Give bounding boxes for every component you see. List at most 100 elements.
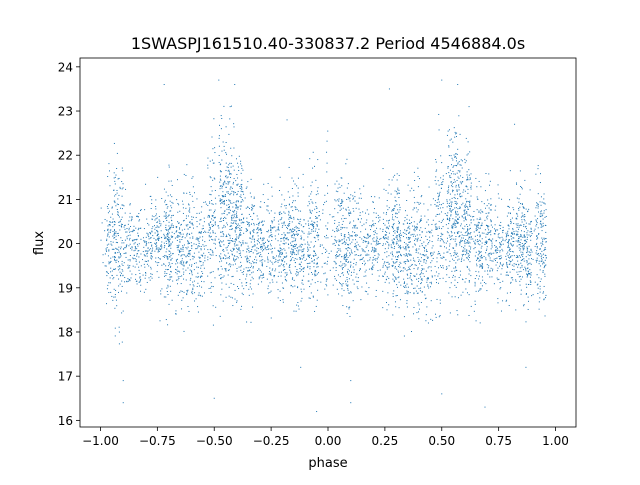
data-point xyxy=(454,279,456,281)
data-point xyxy=(384,281,386,283)
data-point xyxy=(356,241,358,243)
data-point xyxy=(396,284,398,286)
data-point xyxy=(124,212,126,214)
data-point xyxy=(262,237,264,239)
data-point xyxy=(151,244,153,246)
data-point xyxy=(423,268,425,270)
data-point xyxy=(541,201,543,203)
data-point xyxy=(449,220,451,222)
data-point xyxy=(369,259,371,261)
data-point xyxy=(541,215,543,217)
data-point xyxy=(177,221,179,223)
data-point xyxy=(348,198,350,200)
data-point xyxy=(453,154,455,156)
data-point xyxy=(170,276,172,278)
data-point xyxy=(229,237,231,239)
data-point xyxy=(405,248,407,250)
data-point xyxy=(164,236,166,238)
data-point xyxy=(309,286,311,288)
data-point xyxy=(202,239,204,241)
data-point xyxy=(467,230,469,232)
data-point xyxy=(314,237,316,239)
data-point xyxy=(210,271,212,273)
data-point xyxy=(357,219,359,221)
data-point xyxy=(311,201,313,203)
data-point xyxy=(452,208,454,210)
data-point xyxy=(334,240,336,242)
data-point xyxy=(197,294,199,296)
data-point xyxy=(291,217,293,219)
data-point xyxy=(350,264,352,266)
data-point xyxy=(392,224,394,226)
data-point xyxy=(463,247,465,249)
data-point xyxy=(111,207,113,209)
data-point xyxy=(172,202,174,204)
data-point xyxy=(494,260,496,262)
data-point xyxy=(469,200,471,202)
data-point xyxy=(311,273,313,275)
data-point xyxy=(180,263,182,265)
data-point xyxy=(104,218,106,220)
data-point xyxy=(464,225,466,227)
data-point xyxy=(313,259,315,261)
data-point xyxy=(208,224,210,226)
data-point xyxy=(425,262,427,264)
data-point xyxy=(536,274,538,276)
data-point xyxy=(489,180,491,182)
data-point xyxy=(508,256,510,258)
data-point xyxy=(316,234,318,236)
data-point xyxy=(175,226,177,228)
data-point xyxy=(489,269,491,271)
data-point xyxy=(419,245,421,247)
data-point xyxy=(511,217,513,219)
data-point xyxy=(122,170,124,172)
data-point xyxy=(266,278,268,280)
data-point xyxy=(166,273,168,275)
data-point xyxy=(542,241,544,243)
data-point xyxy=(217,225,219,227)
data-point xyxy=(140,253,142,255)
data-point xyxy=(268,292,270,294)
data-point xyxy=(279,247,281,249)
data-point xyxy=(120,225,122,227)
data-point xyxy=(220,235,222,237)
data-point xyxy=(106,250,108,252)
data-point xyxy=(413,233,415,235)
data-point xyxy=(527,296,529,298)
data-point xyxy=(492,268,494,270)
data-point xyxy=(240,201,242,203)
data-point xyxy=(512,245,514,247)
data-point xyxy=(299,221,301,223)
data-point xyxy=(301,279,303,281)
data-point xyxy=(292,286,294,288)
data-point xyxy=(413,171,415,173)
data-point xyxy=(261,265,263,267)
data-point xyxy=(326,278,328,280)
data-point xyxy=(349,247,351,249)
data-point xyxy=(207,167,209,169)
data-point xyxy=(374,222,376,224)
data-point xyxy=(535,252,537,254)
data-point xyxy=(428,232,430,234)
data-point xyxy=(137,250,139,252)
data-point xyxy=(267,288,269,290)
data-point xyxy=(234,289,236,291)
data-point xyxy=(229,235,231,237)
data-point xyxy=(279,211,281,213)
data-point xyxy=(140,227,142,229)
data-point xyxy=(470,222,472,224)
data-point xyxy=(452,223,454,225)
data-point xyxy=(230,192,232,194)
data-point xyxy=(112,268,114,270)
data-point xyxy=(106,244,108,246)
data-point xyxy=(218,137,220,139)
data-point xyxy=(270,290,272,292)
data-point xyxy=(413,275,415,277)
data-point xyxy=(326,263,328,265)
data-point xyxy=(251,272,253,274)
data-point xyxy=(258,268,260,270)
data-point xyxy=(292,202,294,204)
data-point xyxy=(315,179,317,181)
data-point xyxy=(420,219,422,221)
data-point xyxy=(236,300,238,302)
